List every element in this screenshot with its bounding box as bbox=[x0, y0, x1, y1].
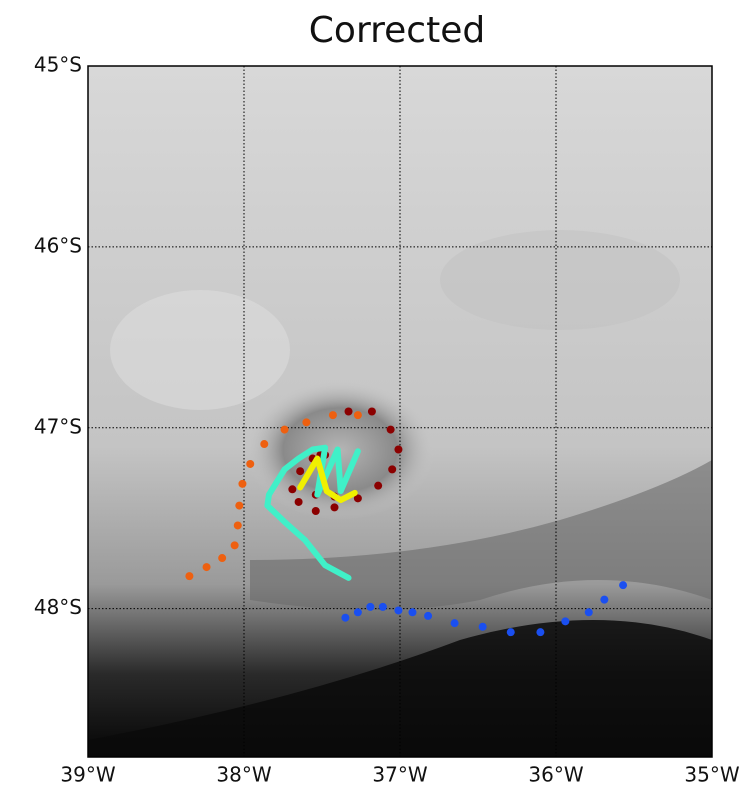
x-tick-label: 36°W bbox=[528, 763, 583, 787]
track-point bbox=[366, 602, 375, 611]
track-point bbox=[600, 595, 609, 604]
drifter-tracks bbox=[185, 407, 628, 637]
x-tick-label: 35°W bbox=[684, 763, 739, 787]
track-point bbox=[311, 506, 320, 515]
track-point bbox=[238, 479, 247, 488]
track-line bbox=[264, 444, 361, 581]
track-point bbox=[394, 445, 403, 454]
track-point bbox=[536, 628, 545, 637]
y-tick-label: 47°S bbox=[34, 414, 82, 438]
y-tick-label: 46°S bbox=[34, 233, 82, 257]
track-point bbox=[341, 613, 350, 622]
satellite-image bbox=[88, 66, 712, 757]
labels: 39°W 38°W 37°W 36°W 35°W 45°S 46°S 47°S 48°S bbox=[34, 53, 740, 787]
track-point bbox=[506, 628, 515, 637]
track-point bbox=[367, 407, 376, 416]
y-tick-label: 45°S bbox=[34, 53, 82, 77]
y-tick-label: 48°S bbox=[34, 595, 82, 619]
track-point bbox=[424, 611, 433, 620]
track-point bbox=[235, 501, 244, 510]
track-point bbox=[353, 608, 362, 617]
track-point bbox=[561, 617, 570, 626]
x-tick-label: 39°W bbox=[60, 763, 115, 787]
track-point bbox=[233, 521, 242, 530]
track-point bbox=[260, 440, 269, 449]
track-point bbox=[294, 497, 303, 506]
track-point bbox=[408, 608, 417, 617]
chart-title: Corrected bbox=[309, 10, 485, 51]
track-point bbox=[394, 606, 403, 615]
track-point bbox=[330, 503, 339, 512]
track-point bbox=[280, 425, 289, 434]
track-point bbox=[374, 481, 383, 490]
track-point bbox=[296, 467, 305, 476]
track-point bbox=[328, 411, 337, 420]
track-point bbox=[478, 622, 487, 631]
track-point bbox=[302, 418, 311, 427]
x-tick-label: 37°W bbox=[372, 763, 427, 787]
track-point bbox=[353, 411, 362, 420]
track-point bbox=[619, 581, 628, 590]
track-point bbox=[218, 554, 227, 563]
track-point bbox=[450, 619, 459, 628]
track-point bbox=[386, 425, 395, 434]
track-point bbox=[344, 407, 353, 416]
track-point bbox=[353, 494, 362, 503]
track-point bbox=[584, 608, 593, 617]
track-point bbox=[202, 563, 211, 572]
track-point bbox=[388, 465, 397, 474]
track-point bbox=[185, 572, 194, 581]
x-tick-label: 38°W bbox=[216, 763, 271, 787]
track-point bbox=[246, 459, 255, 468]
track-line bbox=[297, 455, 358, 504]
track-point bbox=[230, 541, 239, 550]
track-point bbox=[378, 602, 387, 611]
track-point bbox=[288, 485, 297, 494]
